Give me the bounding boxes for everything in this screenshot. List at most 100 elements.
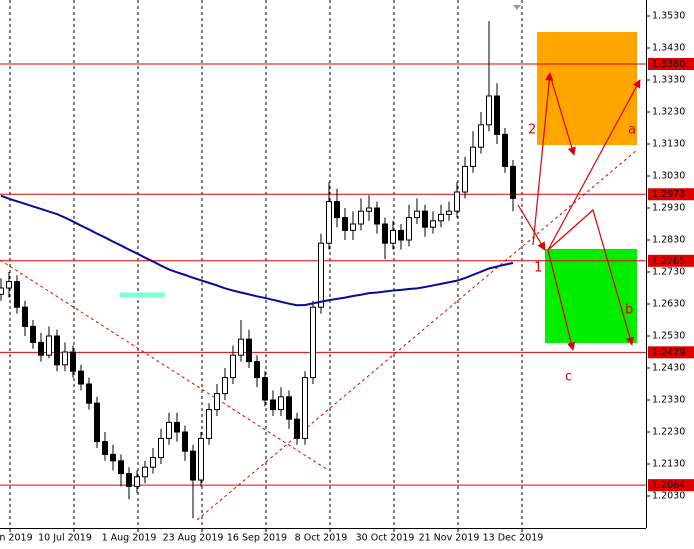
candle-body xyxy=(510,165,516,199)
y-tick-label: 1.2730 xyxy=(652,267,685,278)
candle-body xyxy=(126,473,132,487)
candle-body xyxy=(382,223,388,244)
candle-body xyxy=(206,409,212,439)
x-tick-label: 13 Dec 2019 xyxy=(483,533,544,544)
candle-body xyxy=(142,466,148,478)
candle-body xyxy=(478,124,484,148)
arrow xyxy=(517,204,546,251)
candle-body xyxy=(214,393,220,411)
candle-body xyxy=(190,450,196,481)
y-tick-label: 1.2230 xyxy=(652,427,685,438)
candle-body xyxy=(438,213,444,222)
candle-body xyxy=(158,437,164,459)
level-label-box xyxy=(648,346,694,359)
candle-body xyxy=(422,210,428,228)
level-label-box xyxy=(648,188,694,201)
y-tick-label: 1.2830 xyxy=(652,235,685,246)
candle-body xyxy=(254,361,260,379)
candle-body xyxy=(310,306,316,379)
candle-body xyxy=(430,220,436,228)
candle-body xyxy=(86,383,92,404)
candle-body xyxy=(246,338,252,363)
shift-marker xyxy=(513,5,521,10)
candle-body xyxy=(374,207,380,225)
candle-body xyxy=(262,377,268,401)
candle-body xyxy=(390,229,396,244)
candle-body xyxy=(174,421,180,433)
trend-line xyxy=(0,259,329,471)
candle-body xyxy=(102,441,108,455)
candle-body xyxy=(22,306,28,327)
candle-body xyxy=(62,351,68,366)
candle-body xyxy=(38,341,44,356)
x-tick-label: 1 Aug 2019 xyxy=(102,533,157,544)
arrow xyxy=(547,208,634,346)
candle-body xyxy=(70,351,76,372)
candle-body xyxy=(198,437,204,481)
level-label: 1.2765 xyxy=(652,256,685,267)
y-tick-label: 1.2030 xyxy=(652,491,685,502)
candle-body xyxy=(182,431,188,452)
candle-body xyxy=(406,217,412,241)
candle-body xyxy=(230,354,236,379)
annotation: b xyxy=(625,303,633,318)
y-tick-label: 1.3330 xyxy=(652,75,685,86)
candle-body xyxy=(286,396,292,420)
candle-body xyxy=(342,217,348,231)
y-tick-label: 1.2330 xyxy=(652,395,685,406)
y-tick-label: 1.3430 xyxy=(652,43,685,54)
candle-body xyxy=(30,325,36,343)
target-zone-up xyxy=(537,32,637,145)
candle-body xyxy=(358,210,364,225)
arrow xyxy=(532,72,554,246)
level-label-box xyxy=(648,58,694,70)
candle-body xyxy=(334,201,340,219)
candle-body xyxy=(326,201,332,244)
x-tick-label: 30 Oct 2019 xyxy=(356,533,415,544)
x-tick-label: 8 Oct 2019 xyxy=(295,533,348,544)
candle-body xyxy=(318,242,324,308)
candle-body xyxy=(302,377,308,439)
arrow xyxy=(547,79,641,251)
candle-body xyxy=(6,281,12,289)
candle-body xyxy=(494,95,500,135)
level-label: 1.2064 xyxy=(652,480,685,491)
drawings: 2 1 a b c xyxy=(0,32,641,521)
target-zone-down xyxy=(545,249,637,343)
candle-body xyxy=(222,377,228,395)
candle-body xyxy=(470,146,476,167)
candle-body xyxy=(350,223,356,231)
x-tick-label: n 2019 xyxy=(0,533,33,544)
candle-body xyxy=(78,370,84,385)
candle-body xyxy=(110,453,116,462)
candle-body xyxy=(278,396,284,411)
candle-body xyxy=(446,210,452,215)
y-tick-label: 1.2930 xyxy=(652,203,685,214)
x-tick-label: 10 Jul 2019 xyxy=(38,533,92,544)
y-tick-label: 1.3530 xyxy=(652,11,685,22)
candle-body xyxy=(270,399,276,411)
x-tick-label: 21 Nov 2019 xyxy=(419,533,480,544)
candle-body xyxy=(398,229,404,241)
candle-body xyxy=(486,95,492,126)
axes: 1.3530 1.3430 1.3330 1.3230 1.3130 1.3030 1.29… xyxy=(0,11,694,544)
candle-body xyxy=(46,335,52,356)
candle-body xyxy=(118,460,124,475)
arrow xyxy=(547,249,576,351)
candle-body xyxy=(366,207,372,212)
candle-body xyxy=(238,338,244,356)
level-label-box xyxy=(648,479,694,492)
candle-body xyxy=(166,421,172,439)
candle-body xyxy=(502,133,508,167)
y-tick-label: 1.3030 xyxy=(652,171,685,182)
y-tick-label: 1.3230 xyxy=(652,107,685,118)
annotation: 1 xyxy=(534,261,542,276)
annotation: a xyxy=(628,123,636,138)
candle-body xyxy=(94,402,100,443)
candle-body xyxy=(54,335,60,366)
candle-body xyxy=(454,191,460,212)
arrow xyxy=(549,74,576,156)
x-tick-label: 16 Sep 2019 xyxy=(227,533,287,544)
moving-average xyxy=(0,194,514,307)
